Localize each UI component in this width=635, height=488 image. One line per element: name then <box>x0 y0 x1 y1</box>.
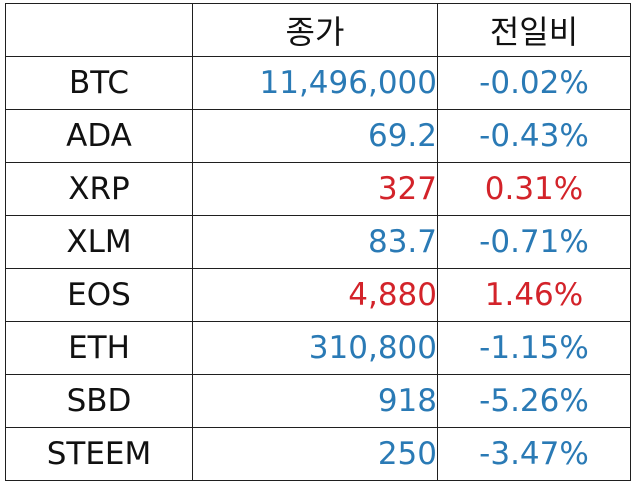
table-row: XRP 327 0.31% <box>5 162 631 216</box>
symbol-cell: XLM <box>5 215 193 269</box>
change-cell: -3.47% <box>437 427 631 481</box>
table-row: STEEM 250 -3.47% <box>5 427 631 481</box>
price-cell: 918 <box>192 374 438 428</box>
table-row: ADA 69.2 -0.43% <box>5 109 631 163</box>
price-cell: 83.7 <box>192 215 438 269</box>
table-row: XLM 83.7 -0.71% <box>5 215 631 269</box>
price-cell: 310,800 <box>192 321 438 375</box>
price-cell: 250 <box>192 427 438 481</box>
change-cell: 0.31% <box>437 162 631 216</box>
change-cell: -1.15% <box>437 321 631 375</box>
symbol-cell: SBD <box>5 374 193 428</box>
change-cell: -0.02% <box>437 56 631 110</box>
change-cell: -0.43% <box>437 109 631 163</box>
price-cell: 69.2 <box>192 109 438 163</box>
table-row: BTC 11,496,000 -0.02% <box>5 56 631 110</box>
symbol-cell: STEEM <box>5 427 193 481</box>
price-cell: 4,880 <box>192 268 438 322</box>
table-row: EOS 4,880 1.46% <box>5 268 631 322</box>
change-cell: -0.71% <box>437 215 631 269</box>
symbol-cell: ETH <box>5 321 193 375</box>
table-row: SBD 918 -5.26% <box>5 374 631 428</box>
header-symbol-cell <box>5 3 193 57</box>
symbol-cell: XRP <box>5 162 193 216</box>
symbol-cell: BTC <box>5 56 193 110</box>
price-cell: 11,496,000 <box>192 56 438 110</box>
symbol-cell: EOS <box>5 268 193 322</box>
change-cell: 1.46% <box>437 268 631 322</box>
table-row: ETH 310,800 -1.15% <box>5 321 631 375</box>
price-cell: 327 <box>192 162 438 216</box>
table-header-row: 종가 전일비 <box>5 3 631 57</box>
symbol-cell: ADA <box>5 109 193 163</box>
header-change-cell: 전일비 <box>437 3 631 57</box>
crypto-price-table: 종가 전일비 BTC 11,496,000 -0.02% ADA 69.2 -0… <box>5 3 631 481</box>
header-price-cell: 종가 <box>192 3 438 57</box>
change-cell: -5.26% <box>437 374 631 428</box>
